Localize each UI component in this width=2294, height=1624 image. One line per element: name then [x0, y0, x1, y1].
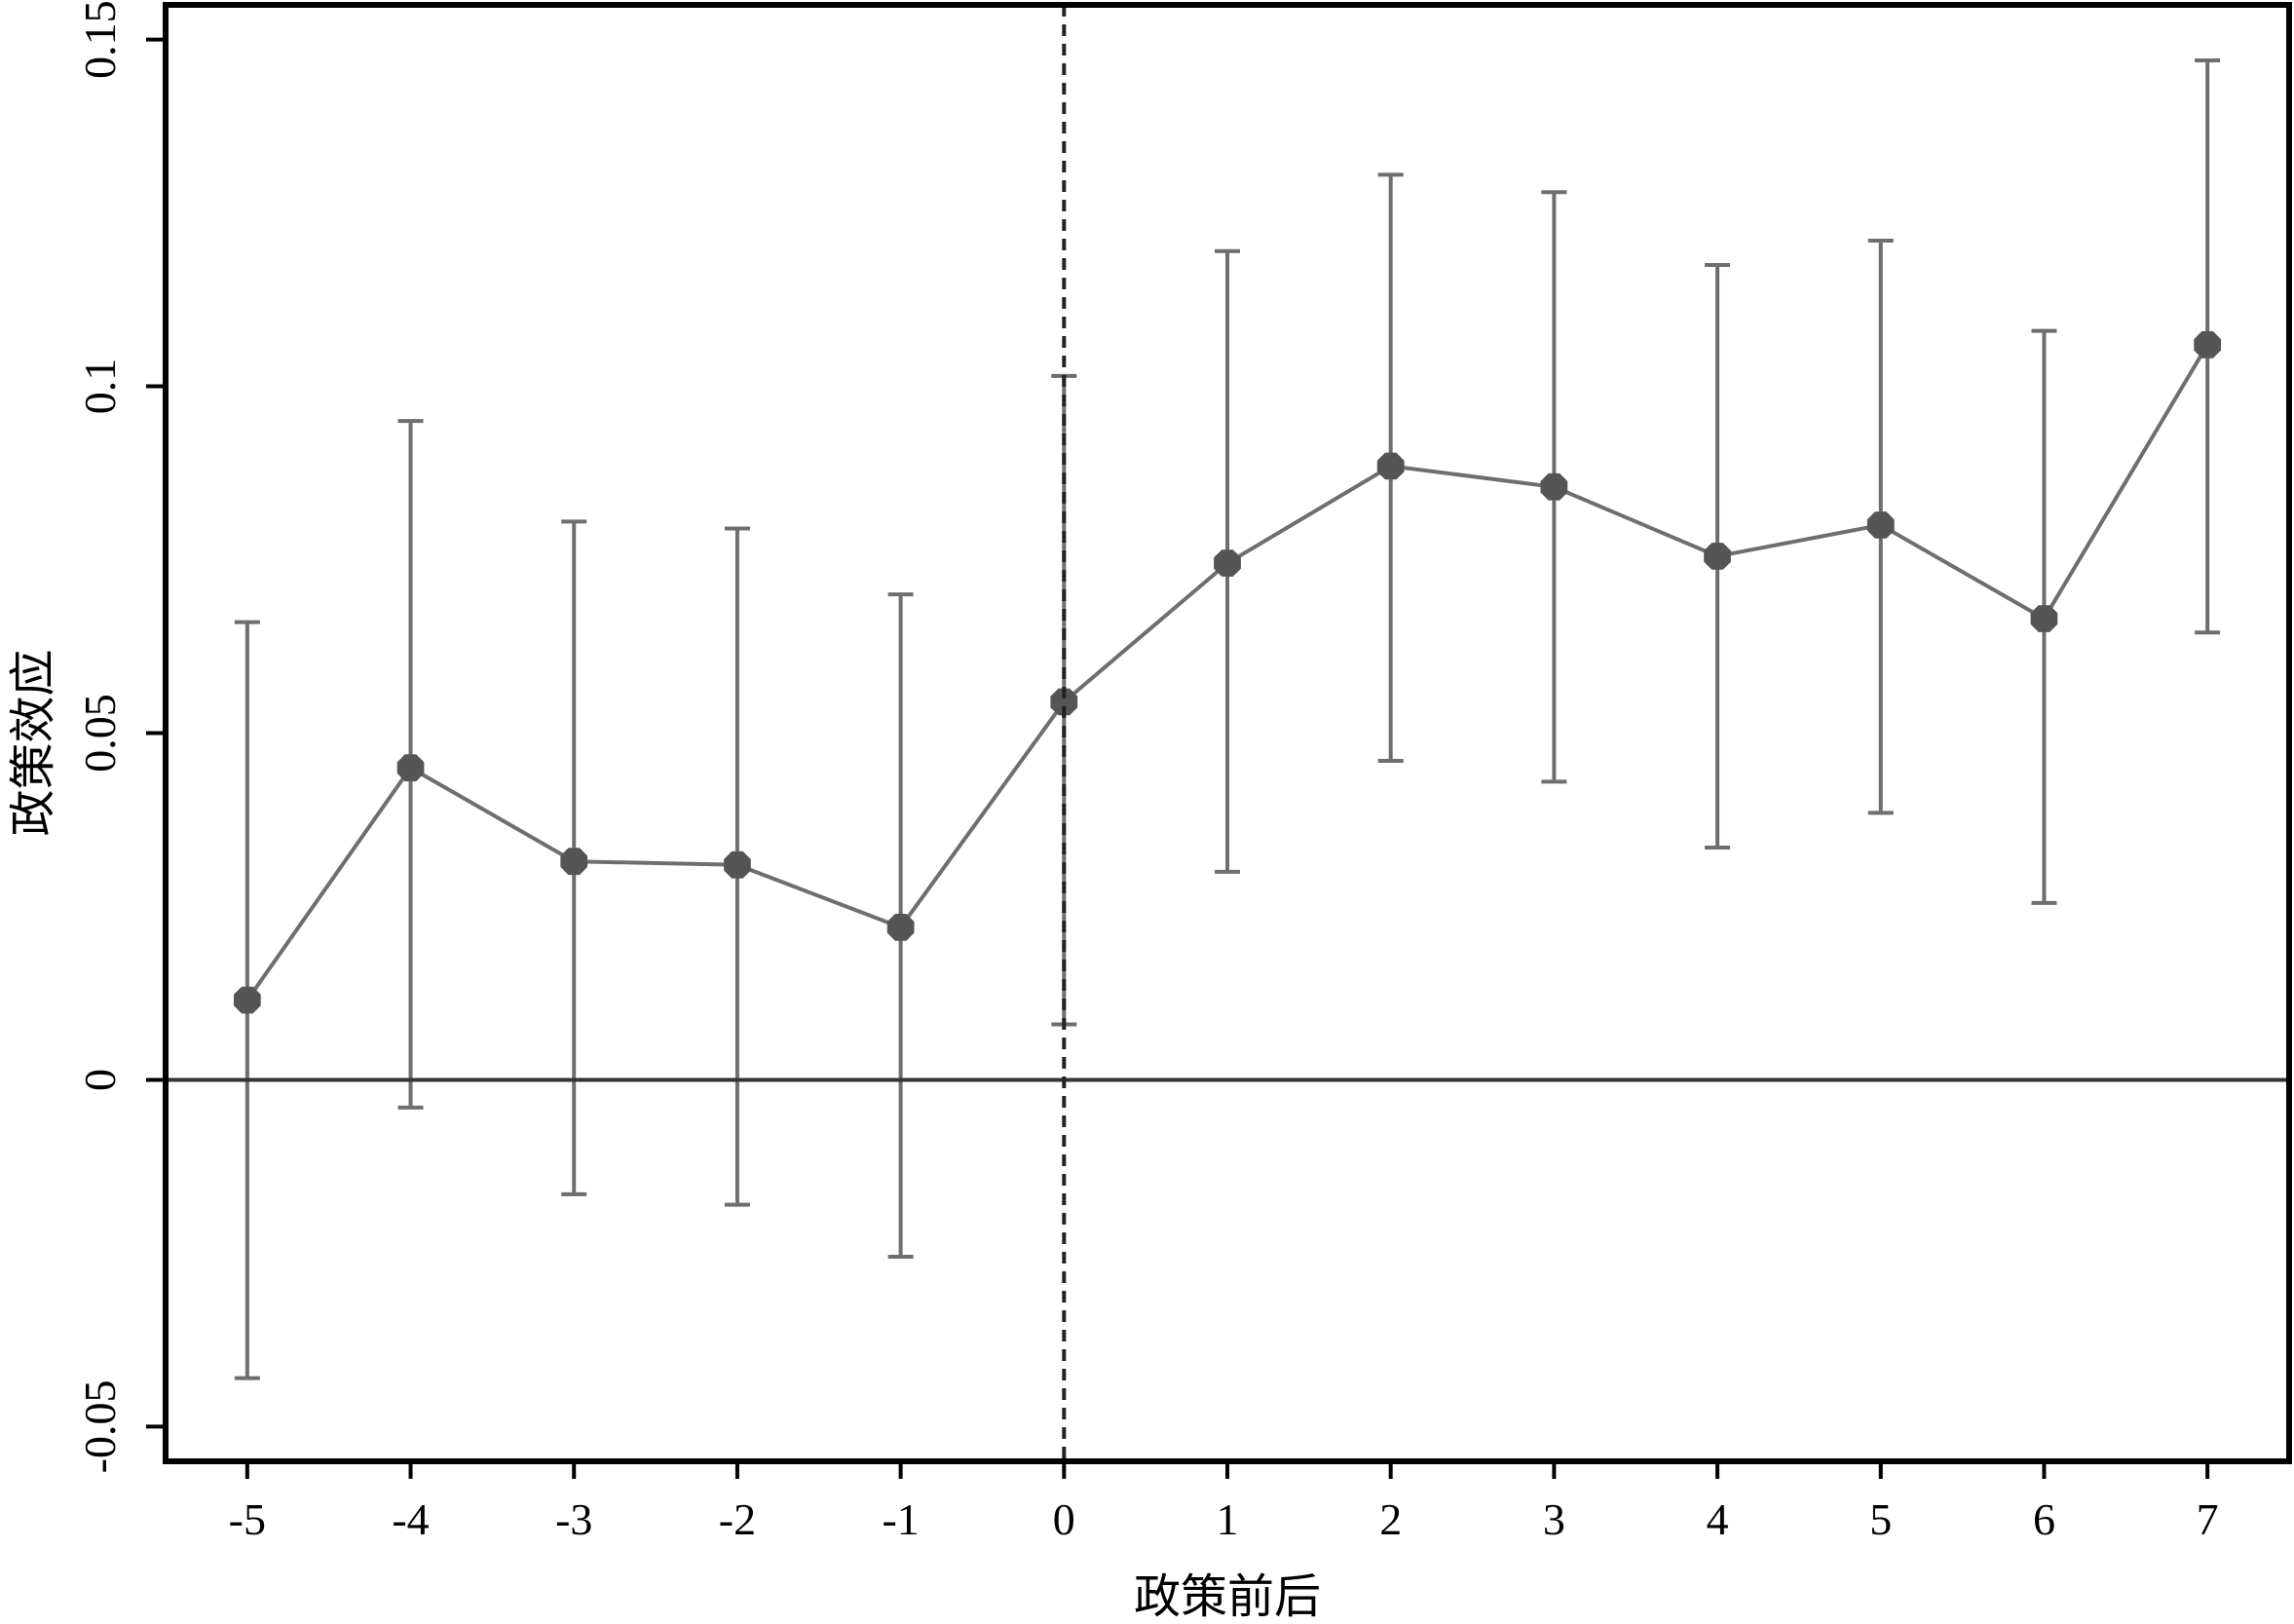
y-tick-label: 0.15 — [75, 0, 125, 79]
reference-lines — [166, 5, 2289, 1461]
x-tick-label: -3 — [555, 1494, 592, 1544]
data-point — [886, 914, 915, 941]
series-layer — [234, 57, 2221, 1380]
data-point — [1704, 543, 1731, 570]
y-tick-label: 0.1 — [75, 359, 125, 415]
data-point — [560, 848, 588, 876]
data-point — [1214, 549, 1241, 577]
x-tick-label: 1 — [1217, 1494, 1239, 1544]
x-tick-label: 0 — [1053, 1494, 1075, 1544]
y-axis: -0.05 0 0.05 0.1 0.15 — [75, 0, 166, 1473]
x-tick-label: -5 — [229, 1494, 266, 1544]
x-tick-label: 7 — [2197, 1494, 2219, 1544]
y-tick-label: -0.05 — [75, 1379, 125, 1473]
x-tick-label: 5 — [1869, 1494, 1892, 1544]
data-point — [2030, 605, 2058, 632]
data-point — [1540, 472, 1568, 501]
data-point — [1866, 511, 1895, 539]
x-tick-label: 6 — [2033, 1494, 2055, 1544]
x-tick-label: 2 — [1379, 1494, 1402, 1544]
data-point — [396, 754, 425, 781]
data-point — [234, 986, 261, 1014]
x-axis: -5 -4 -3 -2 -1 0 1 2 3 4 5 6 7 — [229, 1461, 2219, 1544]
data-point — [1376, 452, 1405, 480]
y-axis-title: 政策效应 — [6, 649, 60, 836]
data-point — [724, 850, 751, 879]
data-point — [2194, 331, 2221, 359]
data-point — [1050, 688, 1078, 716]
x-tick-label: -1 — [882, 1494, 919, 1544]
x-tick-label: 4 — [1707, 1494, 1729, 1544]
x-tick-label: 3 — [1543, 1494, 1565, 1544]
x-tick-label: -4 — [392, 1494, 429, 1544]
x-tick-label: -2 — [719, 1494, 756, 1544]
x-axis-title: 政策前后 — [1134, 1569, 1321, 1624]
y-tick-label: 0.05 — [75, 694, 125, 773]
y-tick-label: 0 — [75, 1069, 125, 1091]
